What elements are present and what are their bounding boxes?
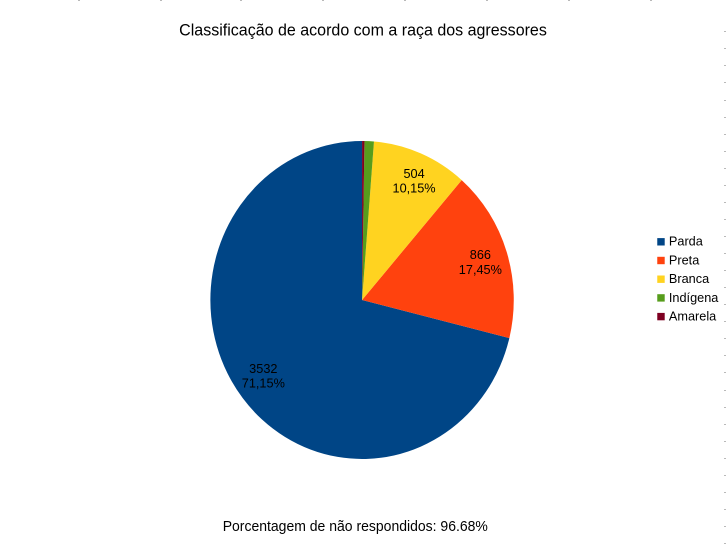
svg-text:Amarela: Amarela	[669, 308, 717, 323]
svg-text:Indígena: Indígena	[669, 290, 719, 305]
svg-text:866: 866	[470, 247, 491, 262]
svg-text:Preta: Preta	[669, 252, 700, 267]
svg-text:Classificação de acordo com a: Classificação de acordo com a raça dos a…	[179, 21, 547, 39]
svg-text:71,15%: 71,15%	[242, 375, 286, 390]
svg-text:3532: 3532	[249, 361, 277, 376]
svg-text:504: 504	[403, 166, 424, 181]
svg-text:Branca: Branca	[669, 271, 710, 286]
svg-text:17,45%: 17,45%	[459, 262, 503, 277]
svg-text:Parda: Parda	[669, 233, 704, 248]
svg-text:Porcentagem de não respondidos: Porcentagem de não respondidos: 96.68%	[223, 519, 488, 535]
svg-text:10,15%: 10,15%	[393, 180, 437, 195]
